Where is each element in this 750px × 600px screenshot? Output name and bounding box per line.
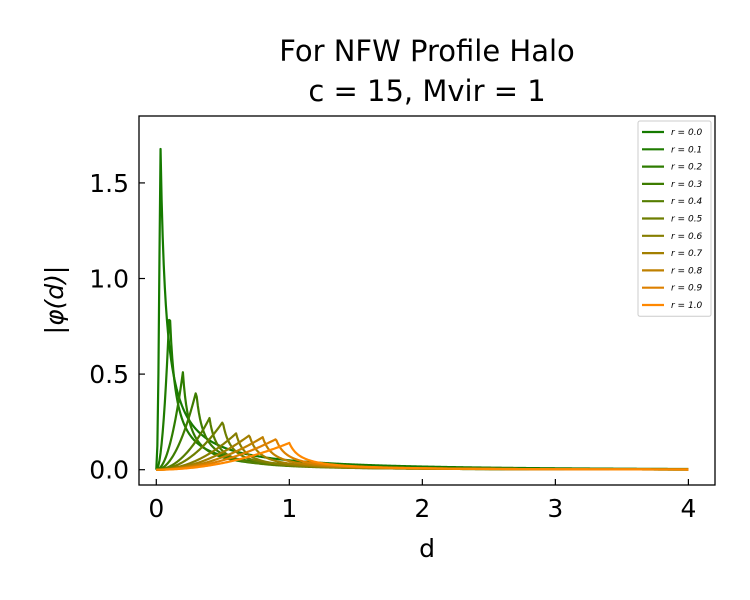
title-line-1: For NFW Profile Halo xyxy=(279,34,575,68)
legend-entry-label: r = 0.7 xyxy=(671,249,703,259)
x-axis: 0 1 2 3 4 xyxy=(148,479,696,523)
legend-box xyxy=(637,120,712,317)
series-line-r-0-1 xyxy=(155,318,689,471)
legend-entry-label: r = 0.2 xyxy=(671,163,703,173)
chart-title: For NFW Profile Halo c = 15, Mvir = 1 xyxy=(279,34,575,108)
series-line-r-0-0 xyxy=(155,147,689,471)
legend-entry-label: r = 0.6 xyxy=(671,232,703,242)
y-tick-label: 1.5 xyxy=(89,169,129,198)
x-axis-label: d xyxy=(419,534,435,563)
series-line-r-0-8 xyxy=(156,436,689,471)
legend-entry-label: r = 0.9 xyxy=(671,284,703,294)
legend-entry-label: r = 1.0 xyxy=(671,301,703,311)
legend-entry-label: r = 0.4 xyxy=(671,197,703,207)
legend-entry-label: r = 0.0 xyxy=(671,128,703,138)
series-line-r-1-0 xyxy=(156,441,689,471)
y-tick-label: 0.5 xyxy=(89,360,129,389)
y-axis: 0.0 0.5 1.0 1.5 xyxy=(89,169,145,485)
title-line-2: c = 15, Mvir = 1 xyxy=(308,74,545,108)
legend-entry-label: r = 0.1 xyxy=(671,145,702,155)
plot-lines xyxy=(155,147,689,471)
x-tick-label: 3 xyxy=(547,494,563,523)
legend-entry-label: r = 0.3 xyxy=(671,180,703,190)
x-tick-label: 2 xyxy=(414,494,430,523)
x-tick-label: 1 xyxy=(281,494,297,523)
series-line-r-0-5 xyxy=(156,421,689,471)
x-tick-label: 0 xyxy=(148,494,164,523)
legend-entry-label: r = 0.5 xyxy=(671,215,703,225)
x-tick-label: 4 xyxy=(680,494,696,523)
plot-frame xyxy=(138,115,716,486)
legend: r = 0.0 r = 0.1 r = 0.2 r = 0.3 r = 0.4 r = 0… xyxy=(637,120,712,317)
y-tick-label: 1.0 xyxy=(89,265,129,294)
legend-entry-label: r = 0.8 xyxy=(671,266,703,276)
y-tick-label: 0.0 xyxy=(89,456,129,485)
y-axis-label: |φ(d)| xyxy=(40,266,69,335)
